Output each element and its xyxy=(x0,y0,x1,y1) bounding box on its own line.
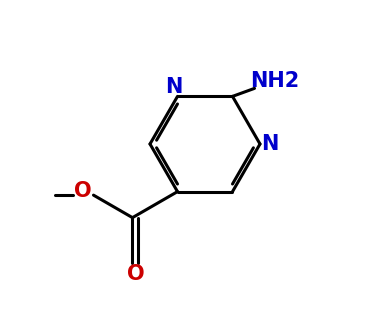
Text: O: O xyxy=(74,181,91,201)
Text: O: O xyxy=(127,263,144,284)
Text: N: N xyxy=(261,134,279,154)
Text: N: N xyxy=(165,78,182,97)
Text: NH2: NH2 xyxy=(250,71,299,91)
